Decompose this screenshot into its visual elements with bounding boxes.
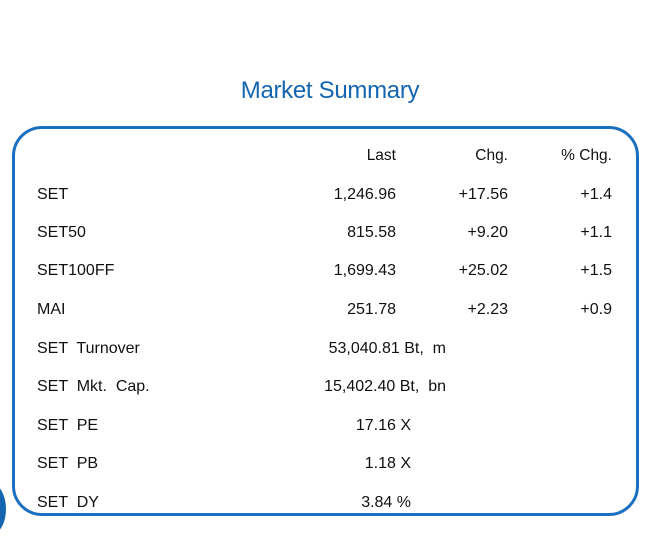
- stat-value: 1.18 X: [364, 455, 411, 472]
- header-last: Last: [366, 147, 396, 164]
- index-name: SET: [37, 186, 69, 203]
- index-last: 1,246.96: [333, 186, 396, 203]
- index-last: 1,699.43: [333, 262, 396, 279]
- index-pct-chg: +0.9: [580, 301, 612, 318]
- stat-name: SET PE: [37, 417, 99, 434]
- index-chg: +2.23: [467, 301, 508, 318]
- header-chg: Chg.: [475, 147, 508, 164]
- stat-value: 3.84 %: [361, 494, 411, 511]
- page-title: Market Summary: [240, 77, 420, 104]
- index-pct-chg: +1.5: [580, 262, 612, 279]
- index-name: SET50: [37, 224, 86, 241]
- stat-name: SET Mkt. Cap.: [37, 378, 150, 395]
- stat-value: 53,040.81 Bt, m: [328, 340, 446, 357]
- index-last: 815.58: [347, 224, 396, 241]
- index-chg: +25.02: [458, 262, 508, 279]
- header-pct-chg: % Chg.: [561, 147, 612, 164]
- stat-value: 15,402.40 Bt, bn: [324, 378, 446, 395]
- decorative-shape: [0, 484, 6, 534]
- market-summary-panel: [12, 126, 639, 516]
- stat-name: SET PB: [37, 455, 99, 472]
- stat-name: SET DY: [37, 494, 99, 511]
- index-pct-chg: +1.1: [580, 224, 612, 241]
- index-pct-chg: +1.4: [580, 186, 612, 203]
- stat-name: SET Turnover: [37, 340, 140, 357]
- index-name: MAI: [37, 301, 66, 318]
- index-last: 251.78: [347, 301, 396, 318]
- index-name: SET100FF: [37, 262, 115, 279]
- index-chg: +17.56: [458, 186, 508, 203]
- stat-value: 17.16 X: [355, 417, 411, 434]
- index-chg: +9.20: [467, 224, 508, 241]
